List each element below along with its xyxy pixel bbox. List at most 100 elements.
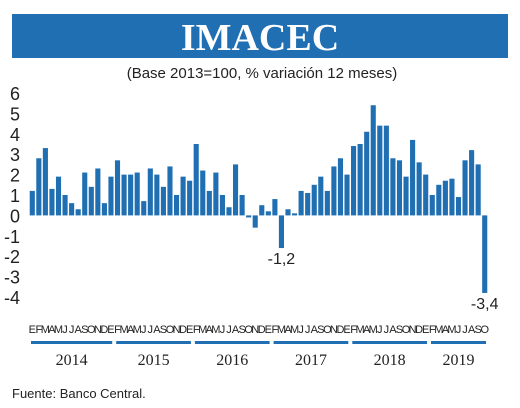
month-tick-label: N	[251, 324, 259, 336]
bar	[246, 215, 252, 218]
year-rule	[431, 341, 486, 344]
month-tick-label: O	[87, 324, 96, 336]
bar	[396, 160, 403, 216]
month-tick-label: M	[277, 324, 286, 336]
month-tick-label: M	[133, 324, 142, 336]
bar	[147, 168, 153, 216]
month-tick-label: D	[415, 324, 423, 336]
bar	[311, 184, 317, 216]
title-banner	[12, 14, 508, 58]
month-tick-label: S	[238, 324, 245, 336]
bar	[180, 176, 186, 216]
year-label: 2014	[56, 352, 88, 369]
month-tick-label: F	[35, 324, 42, 336]
month-tick-label: O	[480, 324, 489, 336]
bar	[134, 172, 140, 216]
month-tick-label: F	[272, 324, 279, 336]
bar	[226, 207, 232, 216]
bar	[423, 174, 429, 216]
bar	[403, 176, 409, 216]
month-tick-label: A	[468, 324, 476, 336]
month-tick-label: A	[48, 324, 56, 336]
bar	[455, 197, 462, 216]
y-tick-label: 0	[10, 206, 20, 226]
y-tick-label: -3	[4, 268, 20, 288]
month-tick-label: A	[153, 324, 161, 336]
bar	[278, 215, 284, 249]
month-tick-label: S	[81, 324, 88, 336]
month-tick-label: J	[462, 324, 468, 336]
month-tick-label: N	[94, 324, 102, 336]
data-label: -1,2	[268, 251, 296, 268]
bar	[252, 215, 258, 228]
month-tick-label: M	[41, 324, 50, 336]
year-rule	[273, 341, 349, 344]
y-tick-label: -1	[4, 227, 20, 247]
month-tick-label: F	[193, 324, 200, 336]
bar	[29, 190, 35, 216]
month-tick-label: J	[148, 324, 154, 336]
bar	[219, 195, 225, 216]
month-tick-label: O	[244, 324, 253, 336]
bar	[75, 209, 81, 216]
y-tick-label: 3	[10, 145, 20, 165]
month-tick-label: A	[311, 324, 319, 336]
month-tick-label: J	[377, 324, 383, 336]
bar	[55, 176, 62, 216]
bar	[469, 150, 475, 216]
y-tick-label: 5	[10, 104, 20, 124]
month-tick-label: J	[305, 324, 311, 336]
bar	[410, 139, 416, 216]
bar	[141, 201, 147, 216]
bar	[390, 158, 396, 216]
bar	[213, 172, 219, 216]
bar	[318, 176, 324, 216]
bar	[193, 144, 199, 216]
year-rule	[194, 341, 270, 344]
month-tick-label: A	[127, 324, 135, 336]
month-tick-label: M	[356, 324, 365, 336]
bar	[285, 209, 291, 216]
bar	[160, 186, 166, 216]
month-tick-label: D	[179, 324, 187, 336]
month-tick-label: M	[369, 324, 378, 336]
month-tick-label: A	[284, 324, 292, 336]
month-tick-label: F	[350, 324, 357, 336]
bars-group	[29, 105, 488, 293]
month-tick-label: A	[206, 324, 214, 336]
bar	[344, 174, 350, 216]
annotations-group: -1,2 -3,4	[268, 251, 499, 313]
bar	[383, 125, 389, 216]
bar	[370, 105, 376, 216]
bar	[49, 188, 55, 216]
bar	[324, 190, 330, 216]
year-label: 2015	[138, 352, 170, 369]
bar	[187, 180, 193, 216]
year-label: 2017	[295, 352, 327, 369]
bar	[42, 148, 48, 216]
y-tick-label: 4	[10, 125, 20, 145]
bar	[200, 170, 206, 216]
month-tick-label: S	[317, 324, 324, 336]
month-tick-label: N	[173, 324, 181, 336]
month-tick-label: N	[330, 324, 338, 336]
month-tick-label: J	[62, 324, 68, 336]
month-tick-label: M	[119, 324, 128, 336]
chart-title: IMACEC	[181, 17, 339, 59]
bar	[95, 168, 101, 216]
month-tick-label: J	[384, 324, 390, 336]
bar	[357, 144, 363, 216]
bar	[449, 178, 455, 216]
y-tick-label: 2	[10, 166, 20, 186]
bar	[239, 195, 245, 216]
y-tick-label: 6	[10, 84, 20, 104]
month-tick-label: S	[396, 324, 403, 336]
month-tick-label: J	[220, 324, 226, 336]
month-tick-label: J	[69, 324, 75, 336]
month-tick-label: D	[100, 324, 108, 336]
month-tick-label: J	[456, 324, 462, 336]
bar	[69, 203, 75, 216]
